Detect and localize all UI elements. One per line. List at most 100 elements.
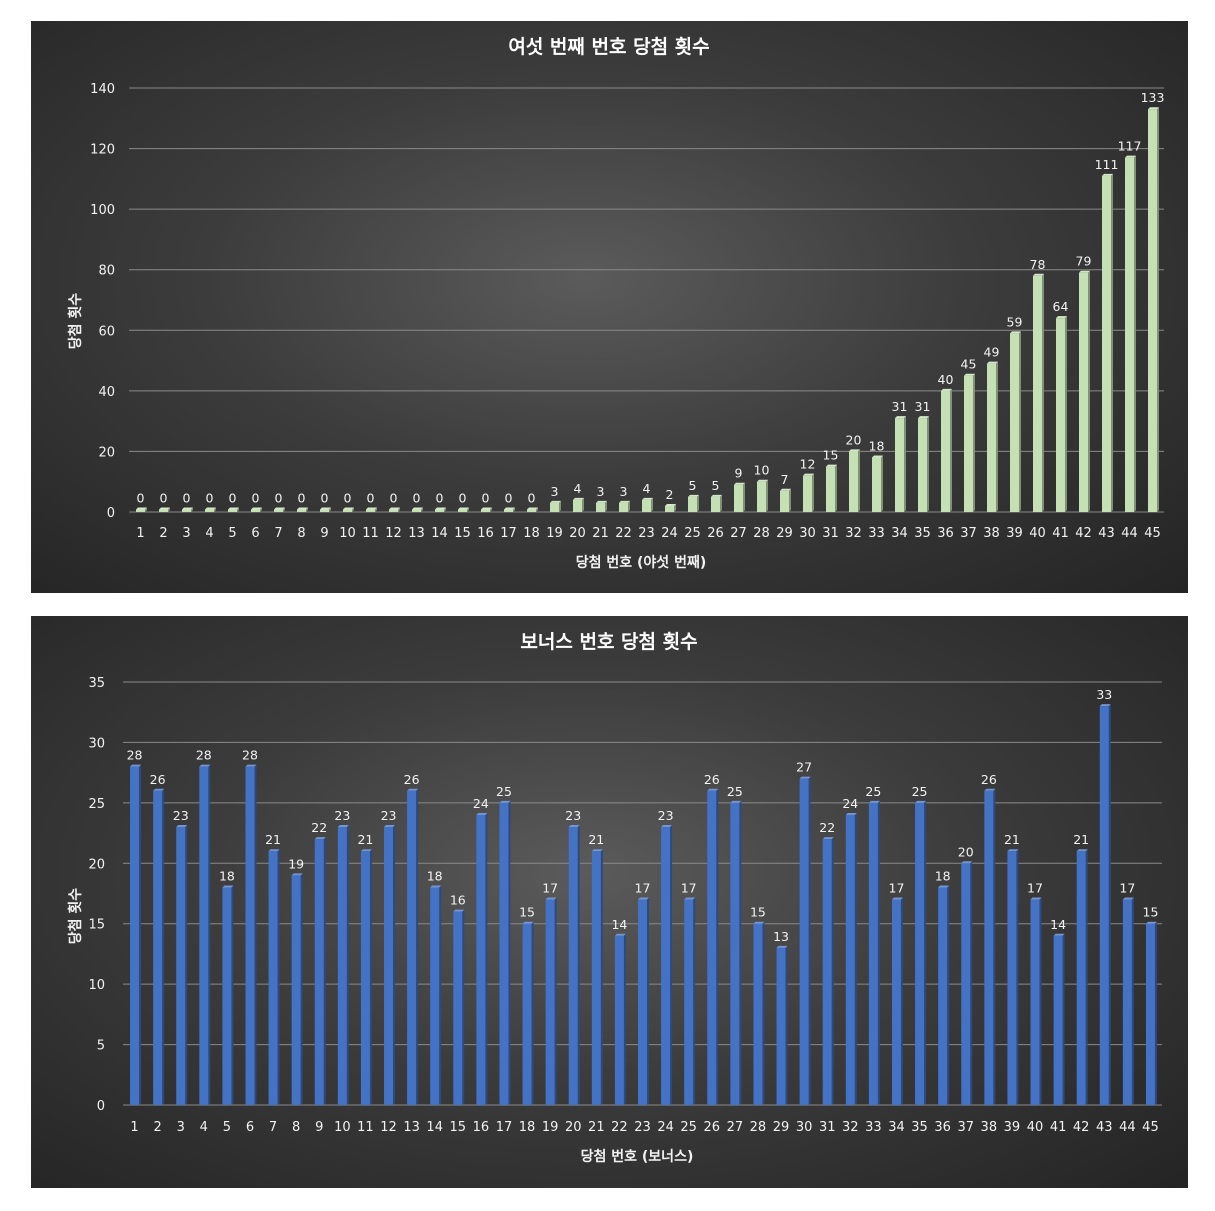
bar-front [868, 802, 878, 1105]
data-label: 0 [528, 491, 536, 506]
bar [1122, 897, 1134, 1105]
bar-top [182, 507, 193, 510]
bar [222, 885, 234, 1105]
bar [504, 507, 515, 512]
bar-side [950, 388, 952, 512]
bar-front [228, 509, 237, 512]
bar [458, 507, 469, 512]
data-label: 27 [796, 760, 812, 775]
x-tick-label: 28 [750, 1120, 767, 1135]
data-label: 20 [846, 432, 862, 447]
bar-top [568, 825, 580, 828]
data-label: 22 [819, 820, 835, 835]
bar-top [803, 473, 814, 476]
x-tick-label: 22 [611, 1120, 628, 1135]
bar-front [941, 390, 950, 512]
bar-top [499, 800, 511, 803]
bar [320, 507, 331, 512]
x-tick-label: 29 [773, 1120, 790, 1135]
bar-side [554, 897, 557, 1105]
data-label: 10 [754, 463, 770, 478]
bar-front [360, 851, 370, 1105]
bar-top [545, 897, 557, 900]
bar-top [661, 825, 673, 828]
bar-side [674, 503, 676, 512]
bar [803, 473, 814, 512]
bar-side [254, 764, 257, 1105]
x-tick-label: 39 [1006, 526, 1023, 541]
bar-side [1111, 173, 1113, 513]
data-label: 23 [173, 808, 189, 823]
bar [822, 837, 834, 1105]
x-tick-label: 10 [339, 526, 356, 541]
bar-top [384, 825, 396, 828]
bar-side [947, 885, 950, 1105]
bar-front [799, 778, 809, 1105]
bar-front [504, 509, 513, 512]
bar [849, 449, 860, 512]
data-label: 23 [381, 808, 397, 823]
bar-top [343, 507, 354, 510]
data-label: 24 [842, 796, 858, 811]
bar [545, 897, 557, 1105]
data-label: 25 [496, 784, 512, 799]
bar-side [231, 885, 234, 1105]
bar-top [964, 373, 975, 376]
data-label: 15 [519, 905, 535, 920]
bar-top [274, 507, 285, 510]
data-label: 15 [750, 905, 766, 920]
bar-top [550, 500, 561, 503]
bar-front [1145, 923, 1155, 1105]
bar-side [277, 849, 280, 1105]
bar-top [776, 945, 788, 948]
bar-side [996, 361, 998, 512]
x-tick-label: 25 [680, 1120, 697, 1135]
x-tick-label: 39 [1004, 1120, 1021, 1135]
x-tick-label: 38 [983, 526, 1000, 541]
bar [1053, 933, 1065, 1105]
bar-front [153, 790, 163, 1105]
bar [987, 361, 998, 512]
bar-front [642, 499, 651, 512]
x-tick-label: 2 [159, 526, 167, 541]
data-label: 0 [344, 491, 352, 506]
bar-top [1102, 173, 1113, 176]
x-tick-label: 31 [822, 526, 839, 541]
bar-side [623, 933, 626, 1105]
bar-side [651, 497, 653, 512]
data-label: 0 [321, 491, 329, 506]
bar [159, 507, 170, 512]
data-label: 0 [436, 491, 444, 506]
bar-side [369, 849, 372, 1105]
bar-side [720, 494, 722, 512]
data-label: 0 [229, 491, 237, 506]
bar-side [582, 497, 584, 512]
data-label: 17 [1027, 881, 1043, 896]
bar-top [1125, 155, 1136, 158]
bar-front [730, 802, 740, 1105]
bar-front [822, 839, 832, 1105]
bar-side [970, 861, 973, 1105]
x-tick-label: 35 [914, 526, 931, 541]
x-tick-label: 11 [362, 526, 379, 541]
bar-side [670, 825, 673, 1105]
bar-front [343, 509, 352, 512]
bar [1030, 897, 1042, 1105]
bar-top [707, 788, 719, 791]
bar-side [462, 909, 465, 1105]
gridlines [129, 87, 1164, 513]
bar-front [458, 509, 467, 512]
x-tick-label: 7 [269, 1120, 277, 1135]
bar [297, 507, 308, 512]
bar [1007, 849, 1019, 1105]
bar [481, 507, 492, 512]
data-label: 0 [367, 491, 375, 506]
x-tick-label: 14 [431, 526, 448, 541]
bar-side [900, 897, 903, 1105]
bar-side [1157, 107, 1159, 512]
bar-top [642, 497, 653, 500]
x-tick-label: 3 [182, 526, 190, 541]
bar-front [849, 451, 858, 512]
bar-side [352, 507, 354, 512]
bar-front [734, 484, 743, 512]
